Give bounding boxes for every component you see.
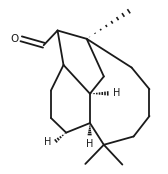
Text: H: H — [86, 139, 93, 149]
Text: H: H — [113, 88, 120, 98]
Text: H: H — [45, 137, 52, 147]
Text: O: O — [10, 34, 18, 44]
